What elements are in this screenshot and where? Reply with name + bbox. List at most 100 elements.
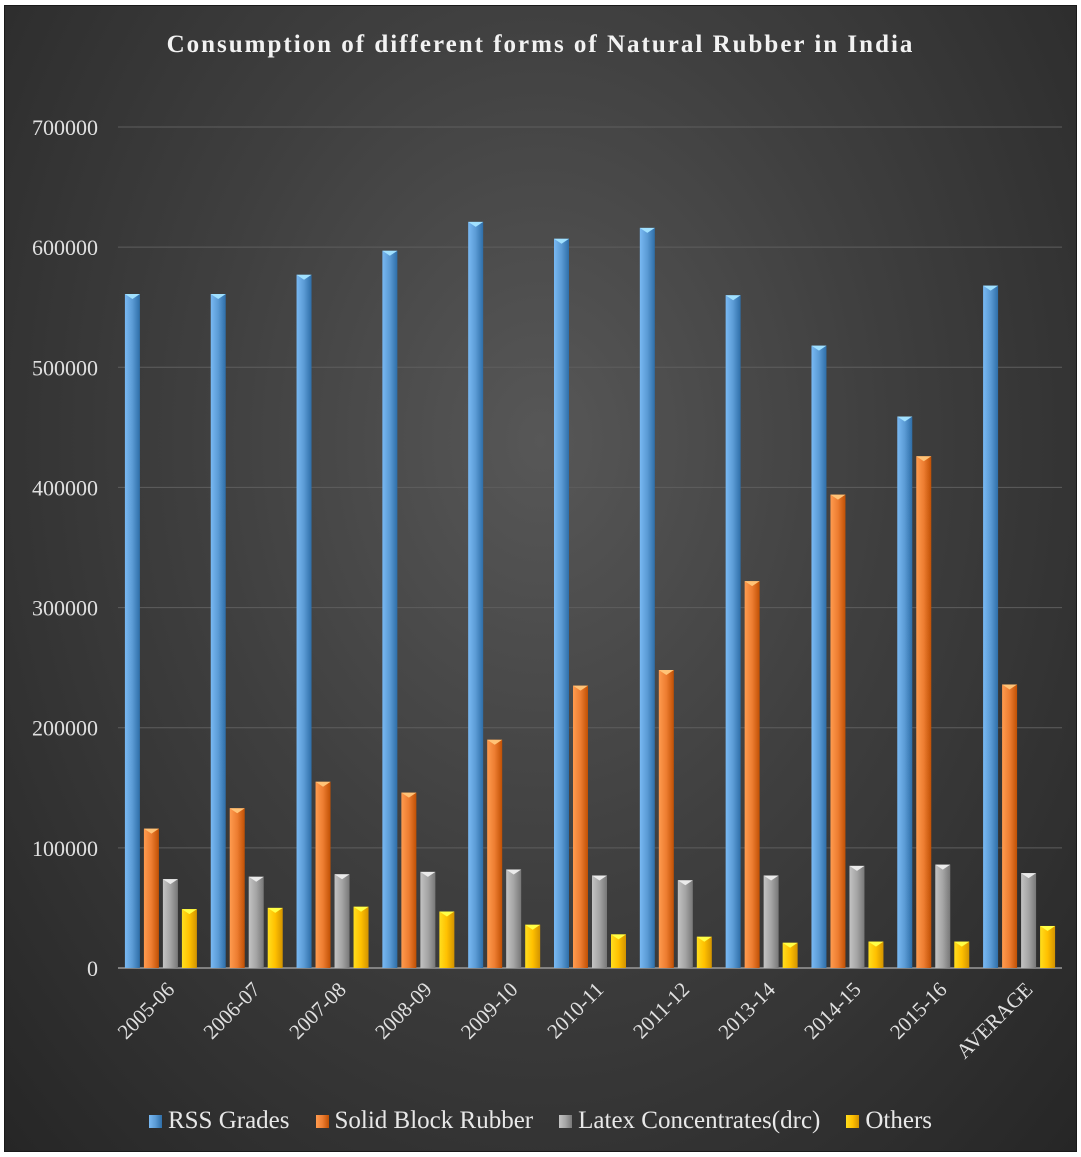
legend-label: Latex Concentrates(drc): [578, 1107, 821, 1134]
bar-cap: [525, 924, 541, 930]
bar-rss-grades-2007-08: [296, 274, 312, 968]
x-tick-label: 2011-12: [628, 977, 694, 1043]
bar-cap: [849, 865, 865, 871]
bar-solid-block-rubber-2010-11: [573, 685, 588, 968]
y-tick-label: 300000: [32, 596, 98, 621]
bar-rss-grades-average: [983, 285, 999, 968]
bar-solid-block-rubber-2011-12: [658, 670, 674, 968]
bar-cap: [334, 874, 350, 880]
bar-cap: [420, 871, 436, 877]
bar-latex-concentrates-drc-2014-15: [849, 865, 865, 968]
bar-cap: [1040, 925, 1056, 931]
bar-cap: [725, 295, 741, 301]
bar-cap: [763, 875, 779, 881]
bar-cap: [677, 880, 693, 886]
bar-cap: [811, 345, 827, 351]
y-tick-label: 0: [87, 956, 98, 981]
bar-cap: [1002, 684, 1018, 690]
bar-cap: [487, 739, 503, 745]
x-tick-label: AVERAGE: [951, 977, 1037, 1063]
x-tick-label: 2015-16: [885, 977, 951, 1043]
bar-cap: [124, 293, 140, 299]
bar-solid-block-rubber-2015-16: [916, 456, 932, 968]
y-tick-label: 100000: [32, 836, 98, 861]
bar-others-average: [1040, 925, 1056, 968]
bar-rss-grades-2013-14: [725, 295, 741, 968]
bar-latex-concentrates-drc-2006-07: [248, 876, 264, 968]
bar-latex-concentrates-drc-2007-08: [334, 874, 350, 968]
bar-cap: [696, 936, 712, 942]
legend-label: RSS Grades: [167, 1107, 290, 1134]
y-tick-label: 400000: [32, 475, 98, 500]
y-tick-label: 500000: [32, 355, 98, 380]
legend-swatch: [315, 1114, 329, 1128]
bar-rss-grades-2009-10: [468, 221, 484, 969]
bar-latex-concentrates-drc-2013-14: [763, 875, 779, 968]
legend-swatch: [559, 1114, 573, 1128]
y-tick-label: 700000: [32, 115, 98, 140]
bar-cap: [401, 792, 417, 798]
bar-cap: [353, 906, 369, 912]
bar-solid-block-rubber-2014-15: [830, 494, 846, 968]
bar-solid-block-rubber-2009-10: [487, 739, 503, 968]
bar-cap: [468, 221, 484, 227]
bar-others-2006-07: [267, 907, 283, 968]
bar-cap: [658, 670, 674, 676]
bar-cap: [897, 416, 913, 422]
bar-cap: [248, 876, 264, 882]
x-axis-ticks: 2005-06 2006-07 2007-08 2008-09 2009-10 2010-…: [113, 977, 1038, 1063]
bar-cap: [315, 781, 331, 787]
x-tick-label: 2014-15: [799, 977, 865, 1043]
bar-others-2009-10: [525, 924, 541, 968]
bar-solid-block-rubber-average: [1002, 684, 1018, 968]
bar-solid-block-rubber-2005-06: [143, 828, 159, 968]
legend-swatch: [148, 1114, 162, 1128]
legend-item: Latex Concentrates(drc): [559, 1107, 820, 1135]
bar-rss-grades-2011-12: [639, 227, 655, 969]
bar-cap: [162, 879, 178, 885]
bar-rss-grades-2005-06: [124, 293, 140, 969]
bar-latex-concentrates-drc-2015-16: [935, 864, 951, 968]
bar-cap: [267, 907, 283, 913]
bar-cap: [506, 869, 522, 875]
y-tick-label: 200000: [32, 716, 98, 741]
bar-cap: [868, 941, 884, 947]
x-tick-label: 2009-10: [456, 977, 522, 1043]
bar-cap: [554, 238, 569, 244]
bar-cap: [954, 941, 970, 947]
bar-others-2005-06: [181, 909, 197, 968]
bar-cap: [229, 808, 245, 814]
bar-latex-concentrates-drc-2008-09: [420, 871, 436, 968]
bars: [124, 221, 1056, 969]
bar-solid-block-rubber-2007-08: [315, 781, 331, 968]
legend-item: RSS Grades: [148, 1107, 290, 1135]
bar-cap: [916, 456, 932, 462]
bar-cap: [143, 828, 159, 834]
x-tick-label: 2013-14: [713, 977, 780, 1044]
chart-title-text: Consumption of different forms of Natura…: [166, 31, 915, 58]
bar-rss-grades-2006-07: [210, 293, 226, 969]
bar-cap: [382, 250, 398, 256]
bar-cap: [744, 581, 760, 587]
bar-others-2013-14: [782, 942, 798, 968]
bar-others-2007-08: [353, 906, 369, 968]
legend-label: Others: [865, 1107, 933, 1134]
bar-rss-grades-2014-15: [811, 345, 827, 968]
bar-latex-concentrates-drc-2009-10: [506, 869, 522, 968]
bar-cap: [592, 875, 607, 881]
bar-cap: [782, 942, 798, 948]
bar-cap: [983, 285, 999, 291]
bar-others-2008-09: [439, 911, 455, 968]
x-tick-label: 2006-07: [199, 977, 265, 1043]
bar-solid-block-rubber-2013-14: [744, 581, 760, 968]
bar-cap: [1021, 873, 1037, 879]
x-tick-label: 2010-11: [542, 977, 608, 1043]
x-tick-label: 2007-08: [284, 977, 350, 1043]
x-tick-label: 2008-09: [370, 977, 436, 1043]
bar-latex-concentrates-drc-2005-06: [162, 879, 178, 968]
bar-cap: [611, 934, 626, 940]
bar-latex-concentrates-drc-average: [1021, 873, 1037, 968]
y-tick-label: 600000: [32, 235, 98, 260]
bar-cap: [296, 274, 312, 280]
bar-others-2011-12: [696, 936, 712, 968]
